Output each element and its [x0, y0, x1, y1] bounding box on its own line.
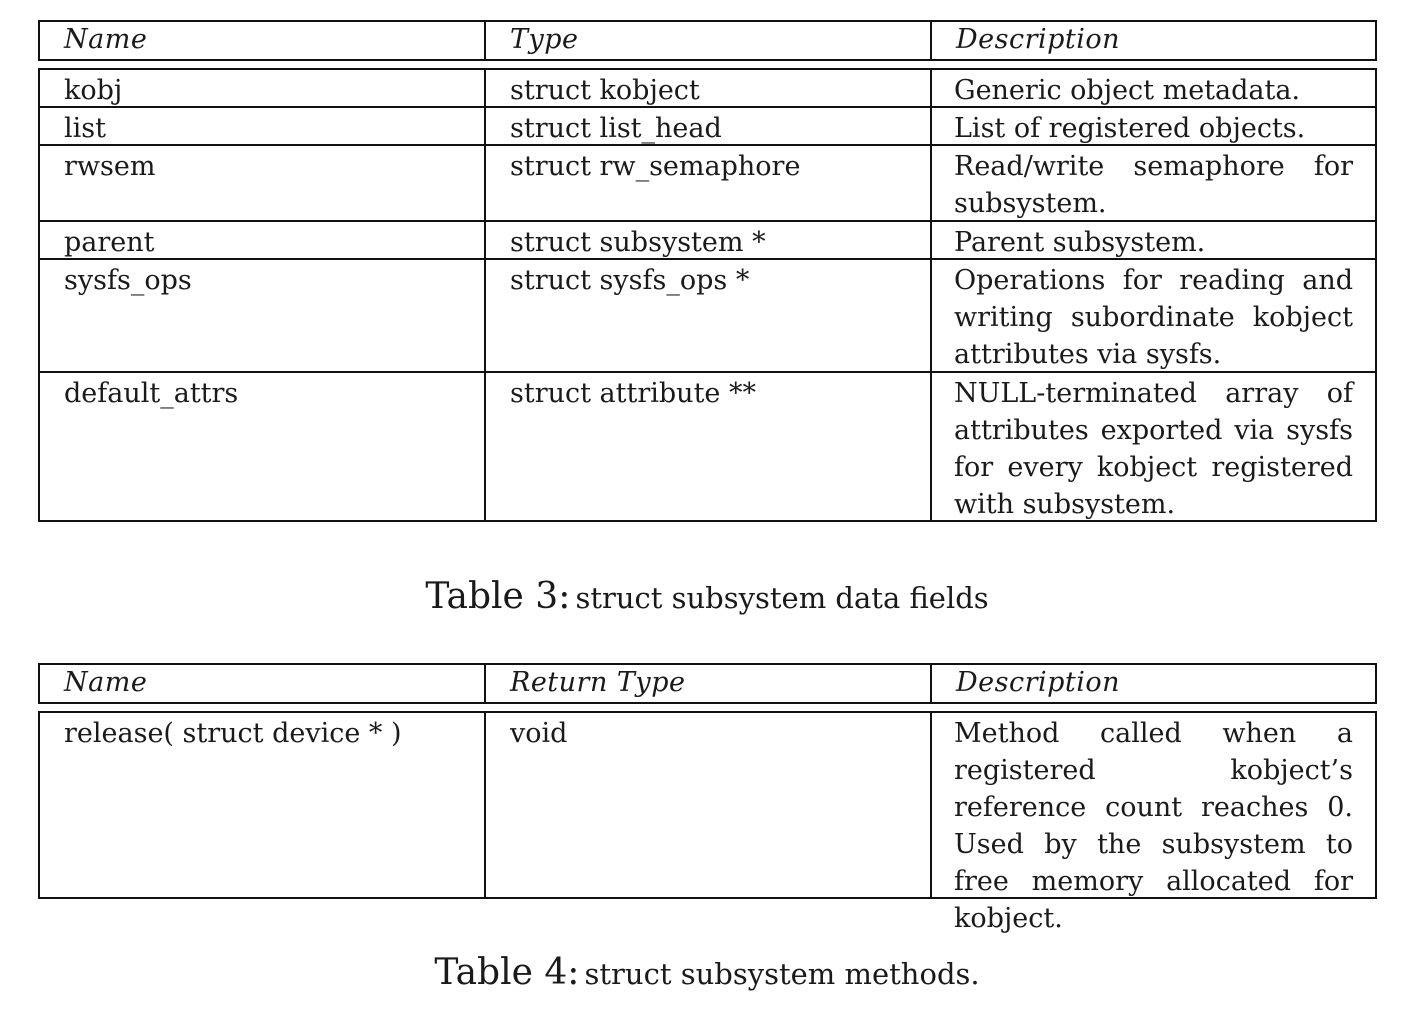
table-row: release( struct device * ) void Method c…	[38, 711, 1377, 934]
header-description: Description	[956, 667, 1121, 698]
caption-text: struct subsystem methods.	[584, 957, 980, 991]
table-3-caption: Table 3: struct subsystem data fields	[0, 576, 1414, 617]
field-description: NULL-terminated array of attributes expo…	[954, 378, 1353, 520]
table-row: rwsem struct rw_semaphore Read/write sem…	[38, 144, 1377, 222]
field-description: Operations for reading and writing subor…	[954, 265, 1353, 370]
table-row: default_attrs struct attribute ** NULL-t…	[38, 371, 1377, 522]
field-name: default_attrs	[64, 378, 239, 409]
caption-label: Table 4:	[434, 952, 580, 993]
field-description: Generic object metadata.	[954, 75, 1301, 106]
field-type: struct subsystem *	[510, 227, 766, 258]
header-name: Name	[64, 24, 148, 55]
header-return-type: Return Type	[510, 667, 686, 698]
caption-label: Table 3:	[425, 576, 571, 617]
method-description: Method called when a registered kobject’…	[954, 718, 1353, 934]
field-name: list	[64, 113, 106, 144]
field-type: struct sysfs_ops *	[510, 265, 750, 296]
field-type: struct list_head	[510, 113, 722, 144]
field-type: struct attribute **	[510, 378, 756, 409]
caption-text: struct subsystem data fields	[575, 581, 989, 615]
header-type: Type	[510, 24, 579, 55]
field-name: parent	[64, 227, 155, 258]
table-row: list struct list_head List of registered…	[38, 106, 1377, 146]
field-name: kobj	[64, 75, 123, 106]
method-name: release( struct device * )	[64, 718, 402, 749]
field-description: Read/write semaphore for subsystem.	[954, 151, 1353, 219]
table-4: Name Return Type Description release( st…	[38, 663, 1377, 934]
table-row: parent struct subsystem * Parent subsyst…	[38, 220, 1377, 260]
field-description: List of registered objects.	[954, 113, 1306, 144]
table-header: Name Type Description	[38, 20, 1377, 61]
table-header: Name Return Type Description	[38, 663, 1377, 704]
table-row: kobj struct kobject Generic object metad…	[38, 68, 1377, 108]
field-type: struct kobject	[510, 75, 700, 106]
method-return-type: void	[510, 718, 568, 749]
field-description: Parent subsystem.	[954, 227, 1206, 258]
table-3: Name Type Description kobj struct kobjec…	[38, 20, 1377, 522]
table-4-caption: Table 4: struct subsystem methods.	[0, 952, 1414, 993]
field-name: sysfs_ops	[64, 265, 192, 296]
field-type: struct rw_semaphore	[510, 151, 801, 182]
header-name: Name	[64, 667, 148, 698]
table-row: sysfs_ops struct sysfs_ops * Operations …	[38, 258, 1377, 373]
field-name: rwsem	[64, 151, 156, 182]
header-description: Description	[956, 24, 1121, 55]
